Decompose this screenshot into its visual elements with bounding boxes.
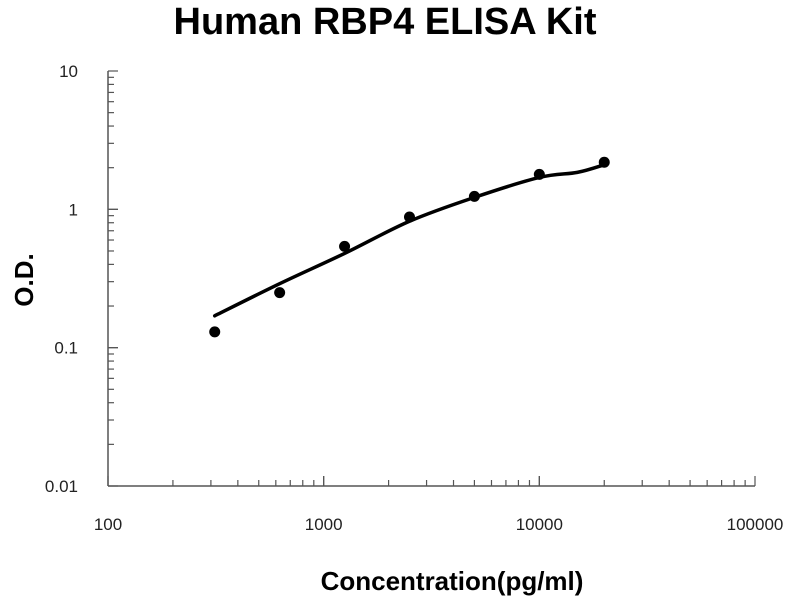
data-point [403,211,415,223]
fit-curve [212,163,607,318]
y-tick-label: 1 [69,200,78,219]
y-tick-label: 0.01 [45,477,78,496]
data-point [598,156,610,168]
x-tick-labels: 100 1000 10000 100000 [94,515,784,534]
data-point [274,287,286,299]
x-tick-label: 100000 [727,515,784,534]
x-tick-label: 1000 [305,515,343,534]
y-axis-label: O.D. [9,253,39,306]
data-point [468,190,480,202]
x-tick-label: 10000 [516,515,563,534]
data-point [533,168,545,180]
y-tick-label: 0.1 [54,339,78,358]
axes [107,70,756,487]
plot-area [209,156,610,338]
chart-title: Human RBP4 ELISA Kit [174,1,597,43]
data-point [209,326,221,338]
y-tick-labels: 10 1 0.1 0.01 [45,62,78,496]
x-axis-label: Concentration(pg/ml) [321,566,584,596]
y-tick-label: 10 [59,62,78,81]
x-tick-label: 100 [94,515,122,534]
data-point [339,240,351,252]
